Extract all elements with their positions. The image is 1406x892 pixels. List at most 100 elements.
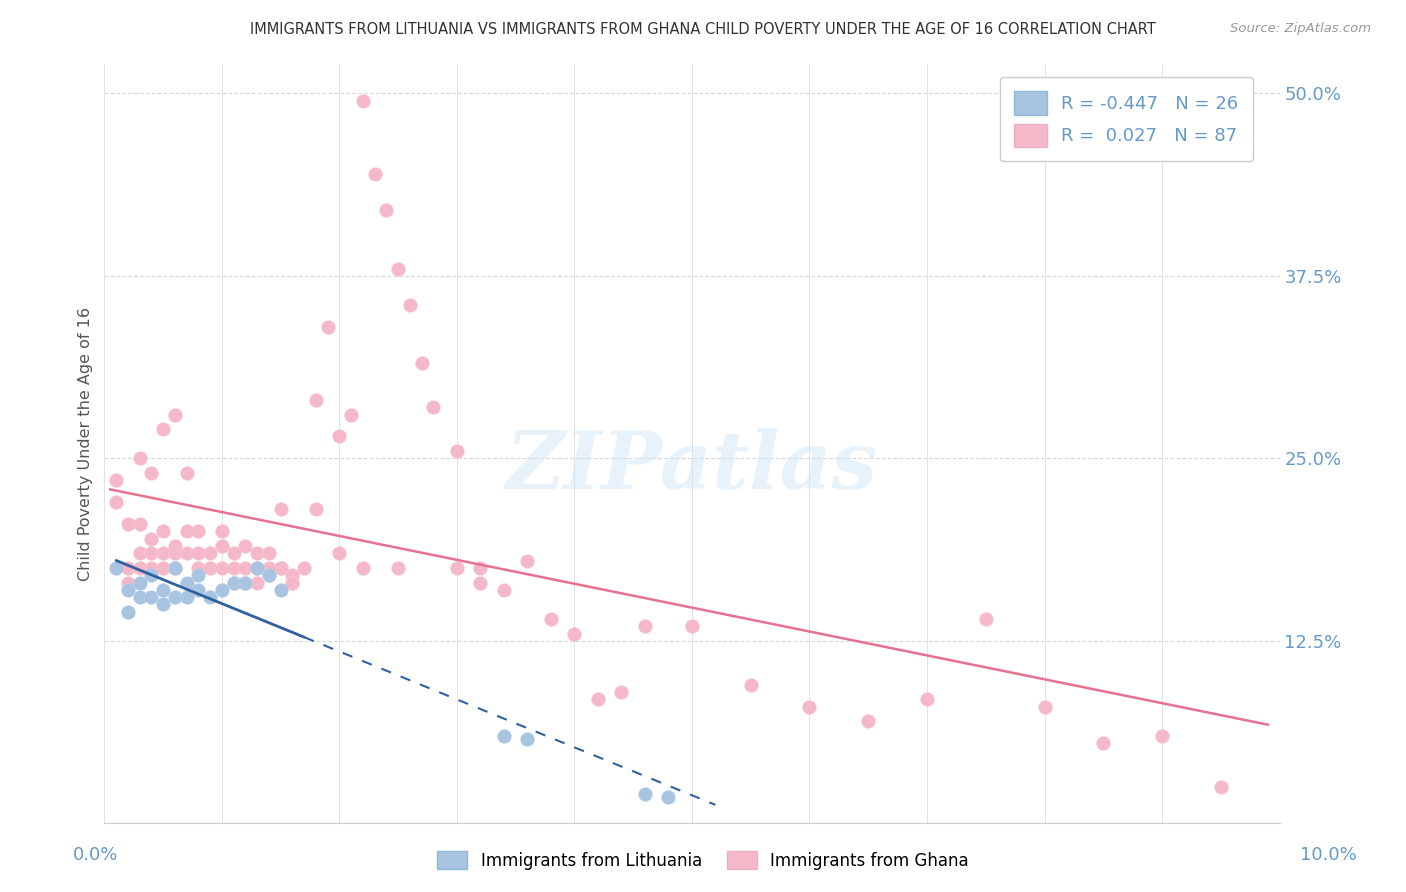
Point [141,561,163,575]
Point [492,582,515,597]
Point [152,561,174,575]
Text: IMMIGRANTS FROM LITHUANIA VS IMMIGRANTS FROM GHANA CHILD POVERTY UNDER THE AGE O: IMMIGRANTS FROM LITHUANIA VS IMMIGRANTS … [250,22,1156,37]
Point [1033,699,1056,714]
Point [176,524,198,539]
Point [163,590,186,604]
Point [915,692,938,706]
Point [257,546,280,560]
Point [270,582,292,597]
Point [540,612,562,626]
Point [246,575,269,590]
Point [681,619,703,633]
Point [117,517,139,532]
Point [305,392,328,407]
Point [257,568,280,582]
Point [128,590,150,604]
Point [799,699,821,714]
Point [163,561,186,575]
Point [211,524,233,539]
Point [141,590,163,604]
Point [141,532,163,546]
Point [128,561,150,575]
Point [270,502,292,516]
Point [516,731,538,746]
Point [152,582,174,597]
Point [610,685,633,699]
Point [198,546,221,560]
Point [363,167,385,181]
Legend: R = -0.447   N = 26, R =  0.027   N = 87: R = -0.447 N = 26, R = 0.027 N = 87 [1000,77,1253,161]
Point [117,561,139,575]
Point [316,320,339,334]
Point [270,561,292,575]
Point [446,444,468,458]
Point [117,605,139,619]
Point [281,575,304,590]
Point [163,561,186,575]
Point [152,422,174,436]
Point [858,714,880,729]
Point [163,546,186,560]
Point [564,626,586,640]
Point [516,553,538,567]
Point [222,546,245,560]
Point [128,546,150,560]
Point [141,568,163,582]
Point [246,561,269,575]
Point [1150,729,1173,743]
Point [163,408,186,422]
Point [1092,736,1115,750]
Point [222,561,245,575]
Point [187,582,209,597]
Point [187,524,209,539]
Point [187,546,209,560]
Point [235,561,257,575]
Point [375,203,398,218]
Point [141,546,163,560]
Point [105,473,128,487]
Point [152,546,174,560]
Point [634,619,657,633]
Point [235,575,257,590]
Point [198,590,221,604]
Point [470,575,492,590]
Point [222,575,245,590]
Point [176,590,198,604]
Point [586,692,609,706]
Point [340,408,363,422]
Point [257,561,280,575]
Point [446,561,468,575]
Point [281,568,304,582]
Point [411,356,433,370]
Point [328,429,350,443]
Point [270,561,292,575]
Point [281,575,304,590]
Point [187,561,209,575]
Point [105,561,128,575]
Point [634,787,657,801]
Point [211,539,233,553]
Point [187,568,209,582]
Point [352,561,374,575]
Point [105,495,128,509]
Point [117,582,139,597]
Point [152,598,174,612]
Point [152,524,174,539]
Point [246,546,269,560]
Point [176,466,198,480]
Text: ZIPatlas: ZIPatlas [506,428,877,505]
Point [257,568,280,582]
Text: 0.0%: 0.0% [73,846,118,863]
Point [1209,780,1232,794]
Point [163,539,186,553]
Point [352,94,374,108]
Point [974,612,997,626]
Point [387,561,409,575]
Point [117,575,139,590]
Legend: Immigrants from Lithuania, Immigrants from Ghana: Immigrants from Lithuania, Immigrants fr… [430,845,976,877]
Text: 10.0%: 10.0% [1301,846,1357,863]
Point [128,517,150,532]
Point [492,729,515,743]
Point [740,678,762,692]
Point [387,261,409,276]
